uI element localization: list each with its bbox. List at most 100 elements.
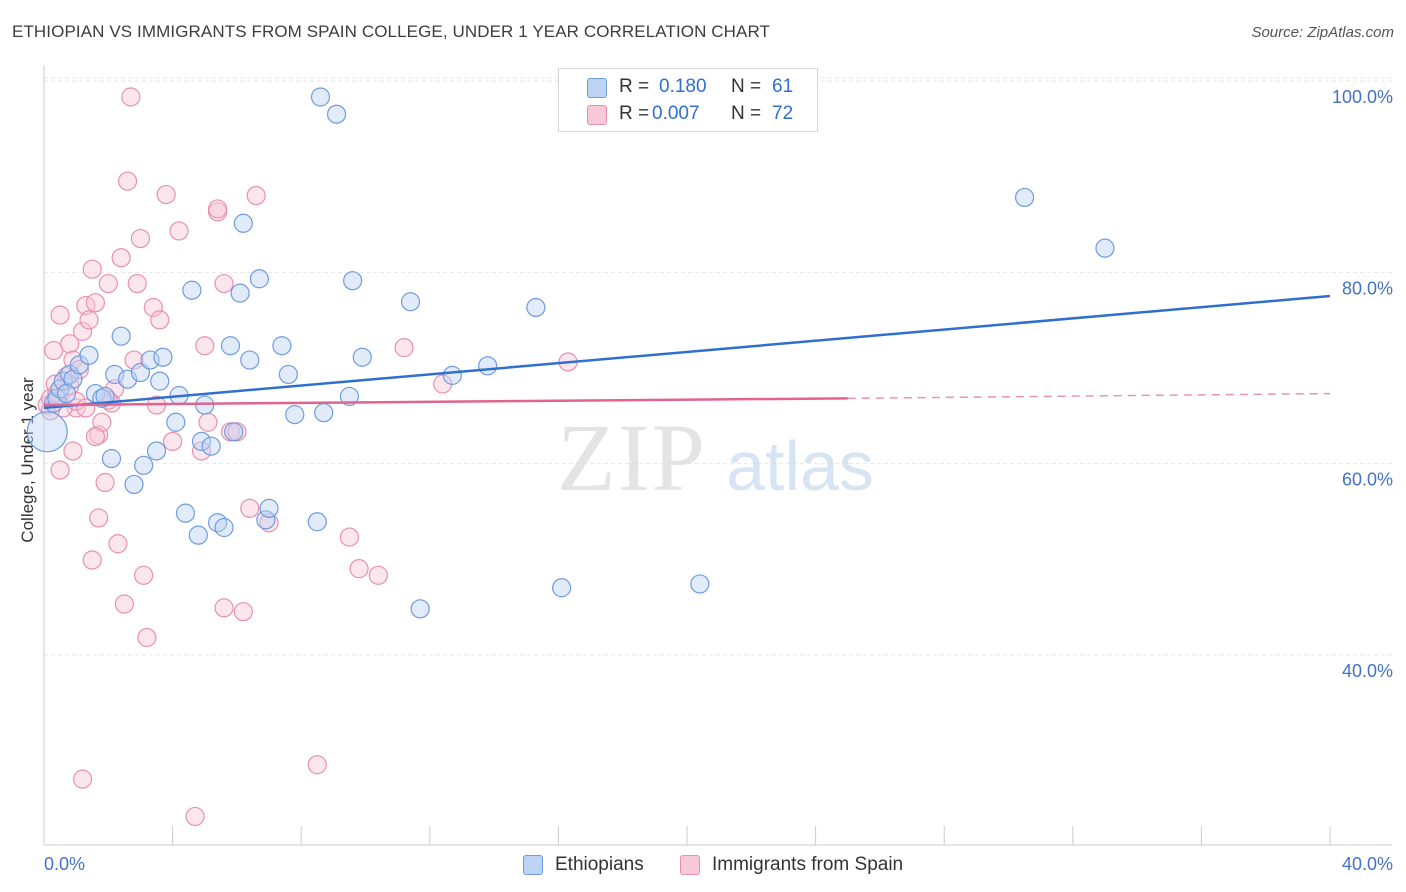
- point-ethiopians: [1095, 238, 1115, 258]
- point-ethiopians: [101, 449, 122, 469]
- point-spain: [163, 431, 183, 451]
- stats-swatch-ethiopians: [587, 78, 607, 98]
- point-ethiopians: [150, 371, 170, 391]
- point-spain: [79, 310, 99, 330]
- point-spain: [124, 350, 144, 370]
- point-spain: [50, 305, 70, 325]
- point-spain: [156, 184, 176, 205]
- x-tick-label: 0.0%: [44, 854, 85, 874]
- point-ethiopians: [188, 525, 208, 545]
- stats-r-label: R =: [619, 76, 650, 97]
- watermark: ZIP atlas: [557, 404, 874, 511]
- point-spain: [111, 248, 131, 268]
- point-ethiopians: [410, 599, 430, 619]
- point-ethiopians: [201, 436, 221, 456]
- trend-line-ethiopians: [43, 294, 1331, 410]
- point-ethiopians: [249, 269, 270, 289]
- point-spain: [69, 360, 89, 380]
- legend-swatch-spain: [680, 855, 700, 875]
- point-spain: [63, 441, 83, 461]
- point-ethiopians: [214, 517, 234, 538]
- stats-n-value: 72: [772, 103, 794, 124]
- point-ethiopians: [56, 383, 77, 404]
- point-spain: [85, 293, 106, 313]
- point-ethiopians: [224, 422, 244, 442]
- point-ethiopians: [690, 574, 710, 594]
- point-ethiopians: [552, 578, 572, 598]
- point-spain: [72, 321, 93, 341]
- point-spain: [114, 594, 134, 614]
- point-spain: [121, 87, 141, 107]
- trend-line-spain-extension: [847, 392, 1331, 400]
- point-ethiopians: [26, 411, 68, 453]
- point-spain: [394, 338, 414, 358]
- tick-labels: 40.0% 60.0% 80.0% 100.0% 0.0% 40.0%: [44, 87, 1393, 874]
- point-spain: [50, 460, 70, 480]
- point-spain: [233, 602, 253, 622]
- point-ethiopians: [175, 503, 196, 523]
- point-spain: [195, 336, 215, 356]
- point-ethiopians: [240, 350, 260, 370]
- point-ethiopians: [478, 356, 498, 376]
- chart-title: ETHIOPIAN VS IMMIGRANTS FROM SPAIN COLLE…: [12, 22, 771, 41]
- point-spain: [72, 769, 93, 789]
- legend-label-spain: Immigrants from Spain: [712, 854, 904, 875]
- watermark-atlas: atlas: [726, 427, 874, 505]
- legend-swatch-ethiopians: [523, 855, 543, 875]
- point-ethiopians: [146, 441, 167, 461]
- point-spain: [82, 550, 102, 570]
- point-ethiopians: [191, 431, 212, 451]
- point-spain: [92, 412, 112, 432]
- point-ethiopians: [230, 283, 250, 303]
- point-ethiopians: [1014, 187, 1035, 208]
- point-spain: [169, 221, 189, 241]
- point-ethiopians: [134, 455, 154, 475]
- point-ethiopians: [400, 292, 421, 312]
- point-spain: [150, 310, 170, 330]
- point-ethiopians: [166, 412, 186, 432]
- legend: Ethiopians Immigrants from Spain: [0, 852, 1406, 878]
- point-ethiopians: [310, 87, 331, 107]
- point-spain: [339, 527, 360, 547]
- point-ethiopians: [326, 104, 347, 124]
- point-spain: [117, 171, 138, 191]
- point-spain: [89, 508, 109, 528]
- point-spain: [137, 627, 157, 648]
- point-ethiopians: [526, 297, 546, 318]
- point-spain: [214, 598, 234, 618]
- point-spain: [108, 534, 128, 554]
- point-spain: [240, 498, 260, 518]
- stats-row-ethiopians: R = 0.180 N = 61: [559, 74, 817, 100]
- x-tick-label: 40.0%: [1342, 854, 1393, 874]
- point-ethiopians: [220, 336, 241, 356]
- point-spain: [105, 379, 125, 399]
- point-spain: [44, 340, 64, 361]
- point-spain: [82, 259, 102, 279]
- point-ethiopians: [105, 364, 125, 385]
- point-spain: [143, 297, 163, 318]
- stats-n-label: N =: [731, 103, 762, 124]
- y-tick-label: 80.0%: [1342, 278, 1393, 298]
- trend-line-spain: [43, 397, 848, 407]
- point-ethiopians: [195, 395, 215, 415]
- stats-n-value: 61: [772, 76, 794, 97]
- stats-swatch-spain: [587, 105, 607, 125]
- source-label: Source: ZipAtlas.com: [1251, 24, 1394, 41]
- point-spain: [259, 513, 279, 533]
- point-ethiopians: [63, 369, 83, 389]
- stats-r-value: 0.180: [659, 76, 707, 97]
- point-spain: [130, 228, 151, 249]
- point-ethiopians: [259, 498, 279, 518]
- point-spain: [185, 806, 205, 827]
- point-ethiopians: [339, 386, 360, 407]
- point-spain: [368, 565, 388, 585]
- point-ethiopians: [233, 213, 253, 233]
- point-spain: [246, 185, 266, 206]
- point-spain: [85, 427, 106, 447]
- point-ethiopians: [314, 403, 334, 423]
- y-tick-label: 40.0%: [1342, 661, 1393, 681]
- point-spain: [214, 273, 234, 294]
- axes: [43, 65, 1392, 846]
- stats-r-label: R =: [619, 103, 650, 124]
